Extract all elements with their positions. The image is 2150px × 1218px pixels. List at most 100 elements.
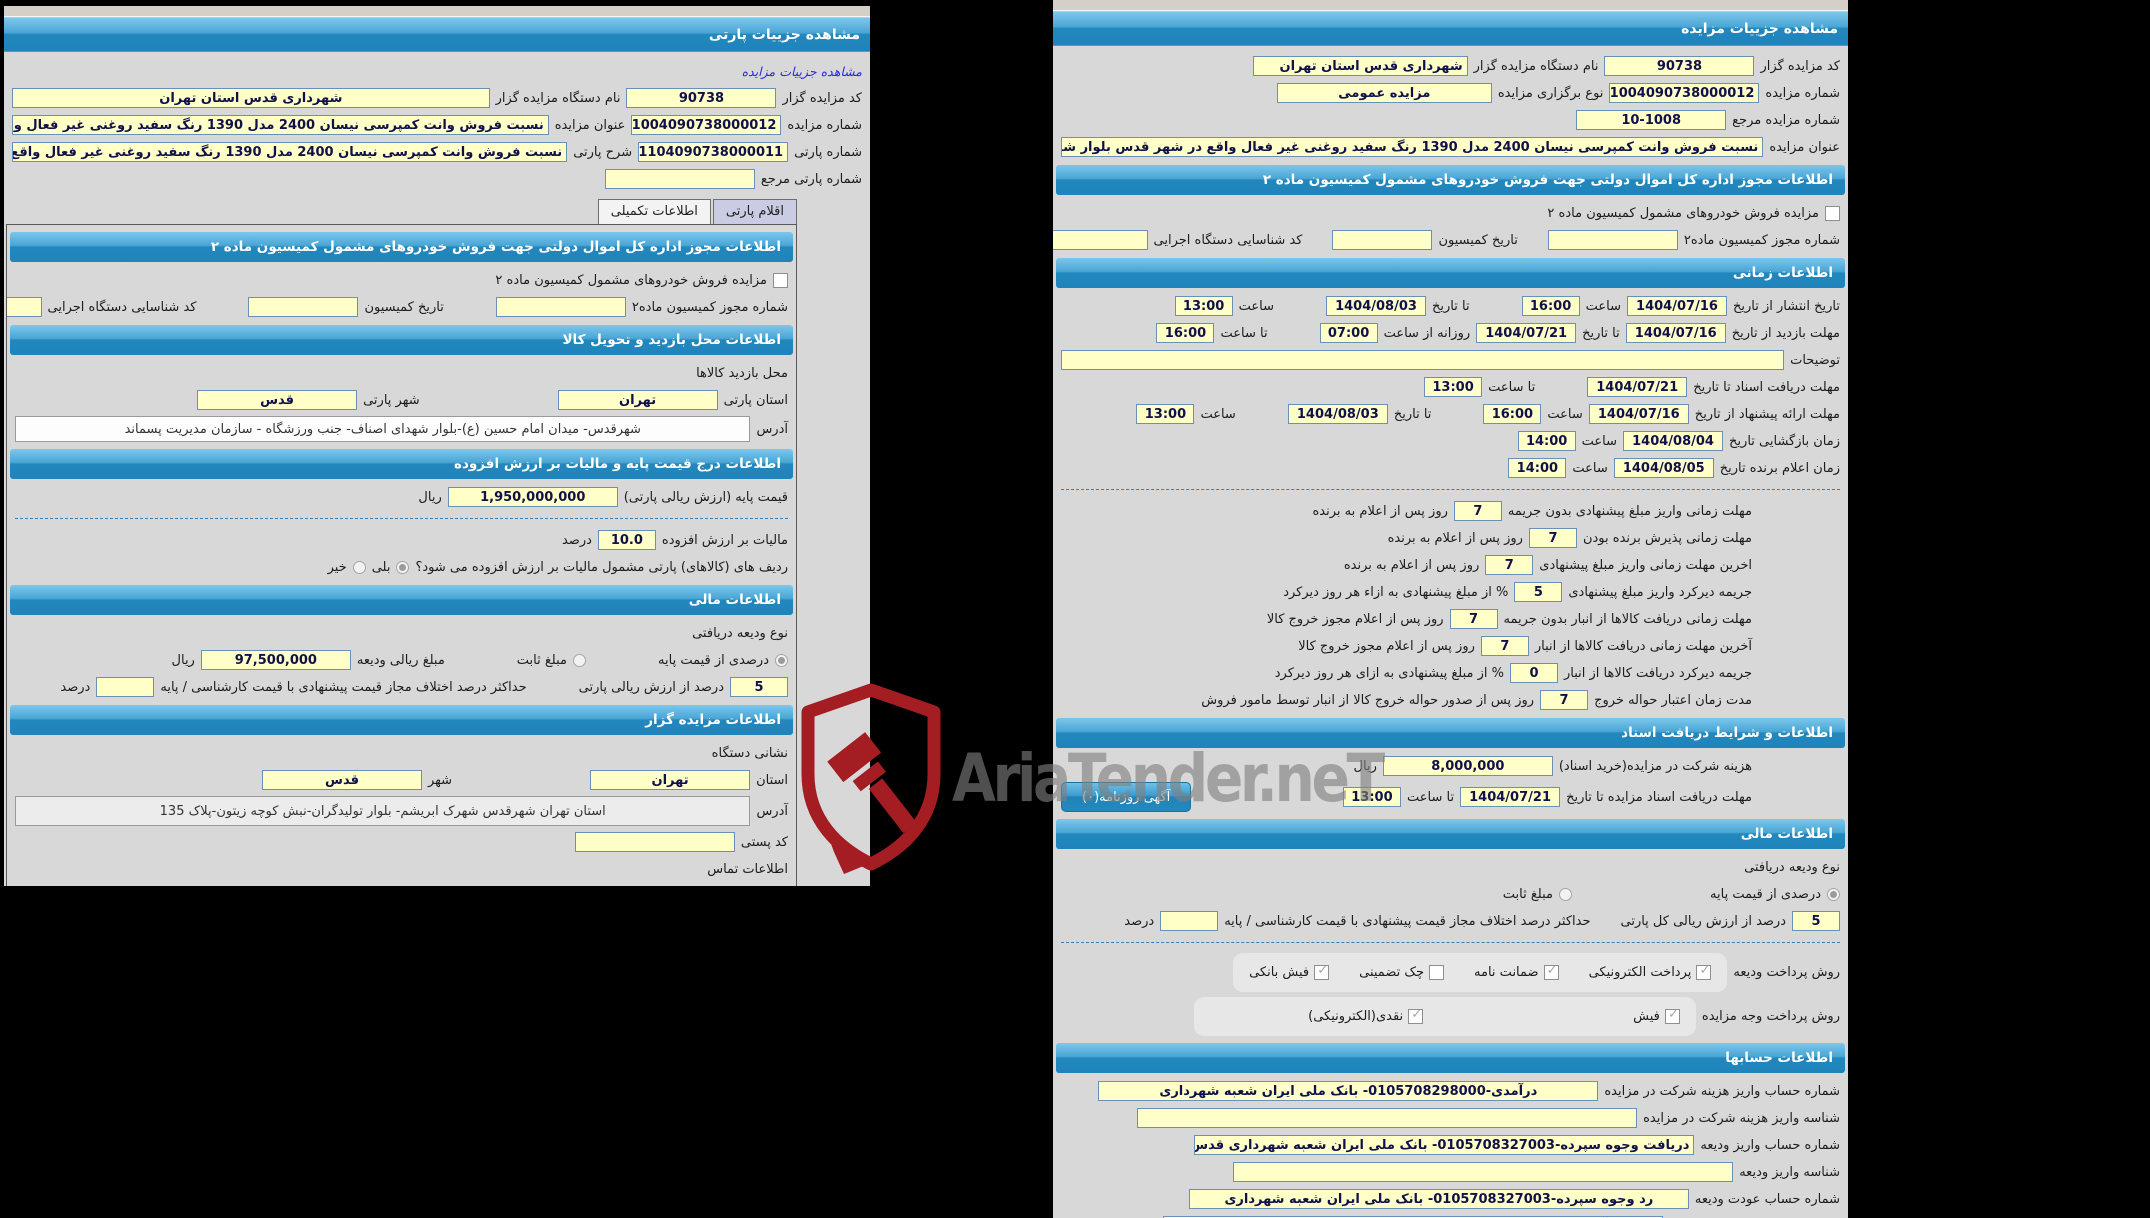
offer-to-time-field[interactable]: 13:00 bbox=[1136, 404, 1195, 424]
deposit-percent-radio[interactable] bbox=[775, 653, 788, 667]
deposit-amount-field[interactable]: 97,500,000 bbox=[200, 650, 351, 670]
tab-more-info[interactable]: اطلاعات تکمیلی bbox=[597, 199, 711, 224]
account-field[interactable]: درآمدی-0105708298000- بانک ملی ایران شعب… bbox=[1098, 1081, 1599, 1101]
exec-id-field[interactable] bbox=[7, 297, 42, 317]
deadline-row: مهلت زمانی پذیرش برنده بودن 7 روز پس از … bbox=[1061, 527, 1840, 549]
winner-date-field[interactable]: 1404/08/05 bbox=[1613, 458, 1714, 478]
deadline-value-field[interactable]: 7 bbox=[1453, 501, 1502, 521]
deadline-value-field[interactable]: 7 bbox=[1528, 528, 1577, 548]
auction-type-label: نوع برگزاری مزایده bbox=[1497, 85, 1604, 101]
checkbox-cash-electronic[interactable] bbox=[1408, 1007, 1424, 1024]
party-city-field[interactable]: قدس bbox=[197, 390, 358, 410]
deposit-fixed-radio[interactable] bbox=[573, 653, 587, 667]
ref-no-field[interactable]: 10-1008 bbox=[1576, 110, 1727, 130]
visit-to-field[interactable]: 1404/07/21 bbox=[1476, 323, 1577, 343]
postal-code-field[interactable] bbox=[574, 832, 735, 852]
checkbox-electronic-payment[interactable] bbox=[1696, 963, 1712, 980]
publish-from-time-field[interactable]: 16:00 bbox=[1521, 296, 1580, 316]
checkbox-guarantee[interactable] bbox=[1543, 963, 1559, 980]
visit-time-to-field[interactable]: 16:00 bbox=[1156, 323, 1215, 343]
percent-label: درصد bbox=[1124, 913, 1155, 929]
deposit-fixed-radio[interactable] bbox=[1559, 887, 1573, 901]
max-diff-field[interactable] bbox=[1160, 911, 1219, 931]
party-province-field[interactable]: تهران bbox=[557, 390, 718, 410]
deadline-value-field[interactable]: 7 bbox=[1540, 690, 1589, 710]
org-name-field[interactable]: شهرداری قدس استان تهران bbox=[12, 88, 490, 108]
account-field[interactable]: درآمدی-0105708327003- بانک ملی ایران شعب… bbox=[1162, 1216, 1663, 1218]
deposit-percent-radio[interactable] bbox=[1827, 887, 1840, 901]
winner-time-field[interactable]: 14:00 bbox=[1508, 458, 1567, 478]
commission-date-field[interactable] bbox=[248, 297, 359, 317]
offer-label: مهلت ارائه پیشنهاد از تاریخ bbox=[1694, 406, 1840, 422]
doc-receive-time-field[interactable]: 13:00 bbox=[1342, 787, 1401, 807]
permit-no-field[interactable] bbox=[495, 297, 626, 317]
deadline-value-field[interactable]: 0 bbox=[1510, 663, 1558, 683]
permit-row: شماره مجوز کمیسیون ماده۲ تاریخ کمیسیون ک… bbox=[1053, 229, 1840, 251]
auctioneer-code-field[interactable]: 90738 bbox=[1604, 56, 1755, 76]
deadline-row: مهلت زمانی دریافت کالاها از انبار بدون ج… bbox=[1061, 608, 1840, 630]
party-ref-field[interactable] bbox=[604, 169, 755, 189]
auction-no-field[interactable]: 1004090738000012 bbox=[1609, 83, 1760, 103]
permit-no-field[interactable] bbox=[1547, 230, 1678, 250]
auction-title-field[interactable]: نسبت فروش وانت کمپرسی نیسان 2400 مدل 139… bbox=[12, 115, 549, 135]
doc-deadline-time-field[interactable]: 13:00 bbox=[1424, 377, 1483, 397]
account-field[interactable] bbox=[1137, 1108, 1638, 1128]
article2-checkbox[interactable] bbox=[773, 272, 788, 288]
deadline-value-field[interactable]: 5 bbox=[1514, 582, 1563, 602]
max-diff-field[interactable] bbox=[96, 677, 155, 697]
publish-label: تاریخ انتشار از تاریخ bbox=[1732, 298, 1840, 314]
auctioneer-code-field[interactable]: 90738 bbox=[626, 88, 777, 108]
fee-field[interactable]: 8,000,000 bbox=[1382, 756, 1553, 776]
visit-from-field[interactable]: 1404/07/16 bbox=[1625, 323, 1726, 343]
deadline-value-field[interactable]: 7 bbox=[1449, 609, 1498, 629]
view-auction-details-link[interactable]: مشاهده جزییات مزایده bbox=[741, 63, 862, 79]
opening-time-field[interactable]: 14:00 bbox=[1517, 431, 1576, 451]
party-ref-label: شماره پارتی مرجع bbox=[760, 171, 862, 187]
publish-to-field[interactable]: 1404/08/03 bbox=[1326, 296, 1427, 316]
party-desc-label: شرح پارتی bbox=[573, 144, 633, 160]
visit-address-label: آدرس bbox=[756, 421, 788, 437]
offer-from-field[interactable]: 1404/07/16 bbox=[1588, 404, 1689, 424]
party-no-field[interactable]: 1104090738000011 bbox=[638, 142, 789, 162]
account-field[interactable]: رد وجوه سپرده-0105708327003- بانک ملی ای… bbox=[1188, 1189, 1689, 1209]
vat-yes-radio[interactable] bbox=[396, 560, 410, 574]
opening-date-field[interactable]: 1404/08/04 bbox=[1623, 431, 1724, 451]
publish-from-field[interactable]: 1404/07/16 bbox=[1626, 296, 1727, 316]
visit-address-field[interactable]: شهرقدس- میدان امام حسین (ع)-بلوار شهدای … bbox=[15, 416, 751, 442]
exec-id-field[interactable] bbox=[1053, 230, 1148, 250]
auction-title-field[interactable]: نسبت فروش وانت کمپرسی نیسان 2400 مدل 139… bbox=[1061, 137, 1764, 157]
doc-receive-date-field[interactable]: 1404/07/21 bbox=[1460, 787, 1561, 807]
org-province-field[interactable]: تهران bbox=[590, 770, 751, 790]
newspaper-ad-button[interactable]: آگهی روزنامه(۰) bbox=[1061, 782, 1192, 812]
deadline-value-field[interactable]: 7 bbox=[1480, 636, 1529, 656]
account-field[interactable] bbox=[1233, 1162, 1734, 1182]
deposit-percent-field[interactable]: 5 bbox=[730, 677, 788, 697]
commission-date-field[interactable] bbox=[1332, 230, 1433, 250]
vat-no-radio[interactable] bbox=[352, 560, 366, 574]
account-field[interactable]: دریافت وجوه سپرده-0105708327003- بانک مل… bbox=[1194, 1135, 1695, 1155]
offer-from-time-field[interactable]: 16:00 bbox=[1483, 404, 1542, 424]
org-city-field[interactable]: قدس bbox=[262, 770, 422, 790]
party-ref-row: شماره پارتی مرجع bbox=[12, 168, 862, 190]
checkbox-slip[interactable] bbox=[1664, 1007, 1680, 1024]
checkbox-bank-slip[interactable] bbox=[1314, 963, 1330, 980]
doc-deadline-field[interactable]: 1404/07/21 bbox=[1587, 377, 1688, 397]
vat-field[interactable]: 10.0 bbox=[597, 530, 656, 550]
notes-field[interactable] bbox=[1061, 350, 1785, 370]
deadline-value-field[interactable]: 7 bbox=[1485, 555, 1534, 575]
auction-type-field[interactable]: مزایده عمومی bbox=[1276, 83, 1492, 103]
offer-to-field[interactable]: 1404/08/03 bbox=[1287, 404, 1388, 424]
deposit-percent-field[interactable]: 5 bbox=[1792, 911, 1840, 931]
base-price-field[interactable]: 1,950,000,000 bbox=[447, 487, 618, 507]
publish-to-time-field[interactable]: 13:00 bbox=[1174, 296, 1233, 316]
auction-no-field[interactable]: 1004090738000012 bbox=[631, 115, 782, 135]
article2-checkbox[interactable] bbox=[1825, 205, 1840, 221]
max-diff-label: حداکثر درصد اختلاف مجاز قیمت پیشنهادی با… bbox=[1224, 913, 1591, 929]
checkbox-guaranteed-cheque[interactable] bbox=[1429, 965, 1445, 980]
org-province-label: استان bbox=[756, 772, 788, 788]
party-desc-field[interactable]: نسبت فروش وانت کمپرسی نیسان 2400 مدل 139… bbox=[12, 142, 568, 162]
tab-party-items[interactable]: اقلام پارتی bbox=[712, 199, 797, 224]
visit-time-from-field[interactable]: 07:00 bbox=[1319, 323, 1378, 343]
org-address-field[interactable]: استان تهران شهرقدس شهرک ابریشم- بلوار تو… bbox=[15, 796, 751, 826]
org-name-field[interactable]: شهرداری قدس استان تهران bbox=[1252, 56, 1468, 76]
